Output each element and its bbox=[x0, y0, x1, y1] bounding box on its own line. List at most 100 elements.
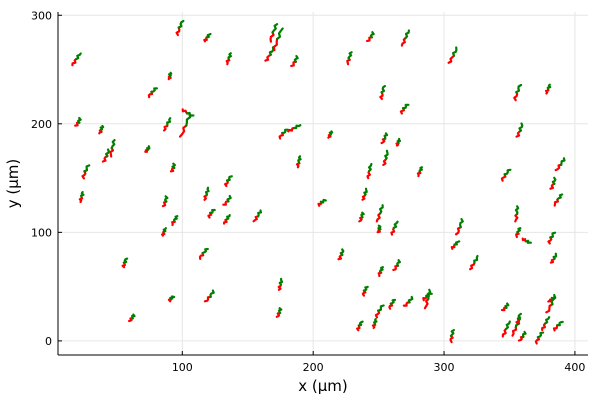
track-early-segment bbox=[290, 60, 297, 67]
track-early-segment bbox=[402, 301, 411, 307]
track-early-segment bbox=[198, 252, 205, 260]
track bbox=[128, 313, 136, 323]
track bbox=[337, 248, 345, 261]
track-late-segment bbox=[459, 218, 464, 229]
track bbox=[275, 307, 283, 318]
track-late-segment bbox=[110, 139, 116, 150]
track bbox=[361, 285, 369, 297]
track-early-segment bbox=[515, 129, 522, 138]
track-late-segment bbox=[204, 186, 210, 195]
track-late-segment bbox=[278, 277, 284, 286]
track-late-segment bbox=[177, 19, 185, 29]
x-axis-label: x (μm) bbox=[298, 377, 348, 395]
track-early-segment bbox=[161, 200, 168, 208]
track-late-segment bbox=[516, 312, 522, 320]
track-late-segment bbox=[328, 130, 334, 136]
track-late-segment bbox=[319, 198, 327, 204]
track-late-segment bbox=[544, 316, 551, 325]
track-late-segment bbox=[162, 227, 167, 233]
track bbox=[358, 211, 365, 223]
track bbox=[371, 318, 378, 329]
track-early-segment bbox=[179, 124, 188, 138]
track-late-segment bbox=[173, 215, 179, 222]
track bbox=[269, 23, 279, 43]
track-late-segment bbox=[550, 296, 556, 301]
track-early-segment bbox=[382, 157, 388, 166]
track bbox=[167, 71, 173, 81]
track bbox=[552, 320, 564, 332]
track-late-segment bbox=[293, 55, 299, 63]
track-late-segment bbox=[75, 52, 82, 61]
track bbox=[392, 259, 401, 271]
track-late-segment bbox=[373, 318, 378, 325]
track-late-segment bbox=[383, 132, 389, 140]
track-late-segment bbox=[384, 149, 389, 160]
track bbox=[450, 240, 461, 250]
track-early-segment bbox=[128, 317, 134, 323]
track bbox=[287, 124, 302, 133]
track-late-segment bbox=[226, 194, 232, 203]
track-late-segment bbox=[504, 302, 510, 309]
track-late-segment bbox=[268, 46, 275, 56]
track-early-segment bbox=[515, 231, 520, 239]
track-early-segment bbox=[511, 326, 518, 337]
x-tick-label: 100 bbox=[172, 361, 193, 374]
track bbox=[554, 157, 566, 172]
track-late-segment bbox=[556, 193, 564, 201]
track bbox=[264, 46, 275, 62]
track bbox=[547, 231, 557, 245]
track-early-segment bbox=[541, 322, 547, 332]
track-late-segment bbox=[396, 259, 401, 267]
track-late-segment bbox=[377, 304, 385, 312]
track-late-segment bbox=[171, 162, 176, 170]
track bbox=[98, 124, 105, 135]
track-early-segment bbox=[366, 169, 371, 180]
track-late-segment bbox=[377, 224, 382, 231]
track-late-segment bbox=[503, 168, 512, 176]
track-early-segment bbox=[269, 31, 275, 43]
track-late-segment bbox=[362, 285, 369, 292]
track-late-segment bbox=[402, 103, 410, 110]
track-late-segment bbox=[473, 254, 479, 264]
track bbox=[377, 266, 384, 278]
track bbox=[222, 194, 232, 206]
track-early-segment bbox=[225, 57, 231, 66]
track-early-segment bbox=[224, 179, 229, 188]
track-early-segment bbox=[447, 54, 456, 64]
track-early-segment bbox=[295, 160, 301, 169]
track-late-segment bbox=[396, 137, 402, 144]
track-late-segment bbox=[367, 162, 373, 173]
track-late-segment bbox=[389, 298, 397, 305]
track bbox=[521, 237, 532, 244]
track-early-segment bbox=[513, 91, 519, 102]
track-late-segment bbox=[80, 191, 85, 199]
track-early-segment bbox=[517, 335, 525, 342]
track-late-segment bbox=[122, 257, 129, 264]
track-late-segment bbox=[131, 313, 136, 320]
track-early-segment bbox=[71, 58, 78, 67]
track bbox=[500, 302, 510, 312]
track bbox=[222, 214, 231, 225]
track-late-segment bbox=[536, 331, 545, 339]
track bbox=[295, 155, 302, 169]
track-late-segment bbox=[407, 295, 414, 304]
track bbox=[376, 224, 382, 234]
track bbox=[547, 296, 556, 303]
track-late-segment bbox=[549, 231, 557, 239]
track-late-segment bbox=[379, 204, 384, 215]
track-late-segment bbox=[522, 330, 527, 338]
track-late-segment bbox=[363, 187, 368, 196]
track-early-segment bbox=[358, 216, 364, 223]
track-late-segment bbox=[166, 117, 172, 126]
track-early-segment bbox=[390, 226, 396, 236]
track bbox=[121, 257, 129, 269]
track bbox=[161, 195, 169, 208]
track-late-segment bbox=[453, 240, 461, 246]
track bbox=[181, 108, 195, 117]
x-tick-label: 200 bbox=[303, 361, 324, 374]
track-late-segment bbox=[505, 320, 511, 330]
track bbox=[109, 139, 116, 158]
track-late-segment bbox=[546, 83, 552, 91]
track-late-segment bbox=[278, 307, 283, 314]
